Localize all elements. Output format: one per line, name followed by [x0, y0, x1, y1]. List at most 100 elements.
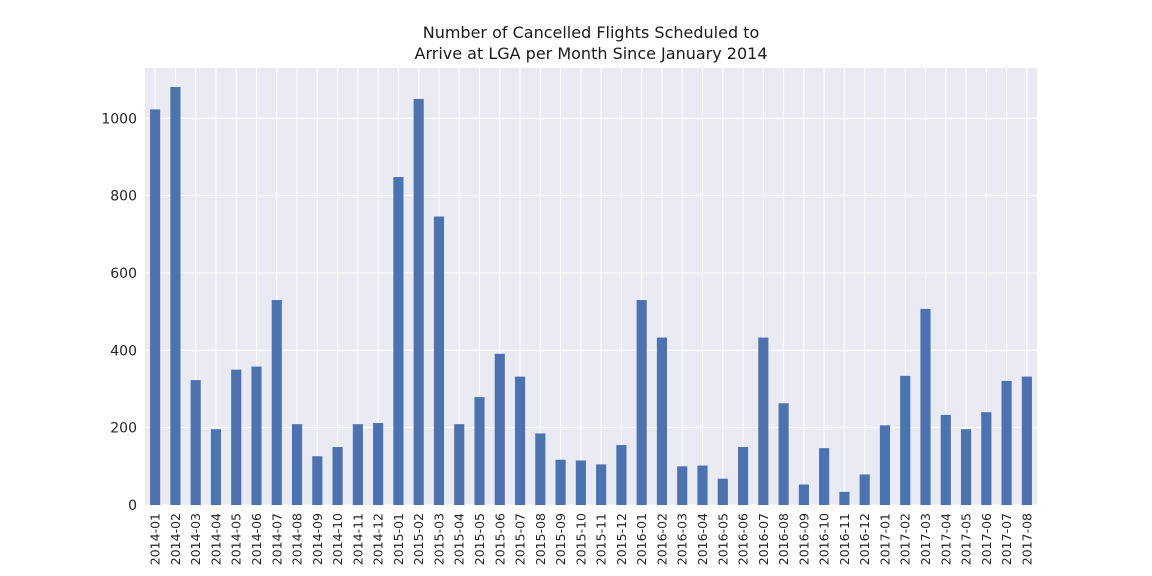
bar-2017-06: [981, 412, 992, 505]
bar-2017-01: [879, 425, 891, 505]
x-tick-label: 2014-10: [330, 513, 345, 565]
bar-2015-04: [454, 424, 465, 505]
x-tick-label: 2015-02: [411, 513, 426, 565]
bar-2015-07: [514, 376, 526, 505]
x-tick-label: 2016-09: [796, 513, 811, 565]
x-tick-label: 2014-01: [148, 513, 163, 565]
chart-title-line-2: Arrive at LGA per Month Since January 20…: [414, 44, 768, 63]
bar-2015-03: [433, 216, 445, 505]
bar-2014-05: [231, 369, 242, 505]
bars: [150, 86, 1032, 506]
bar-2016-05: [717, 478, 728, 505]
bar-2016-07: [758, 337, 769, 505]
bar-2014-04: [210, 429, 222, 505]
bar-2016-03: [677, 466, 688, 505]
bar-2015-06: [494, 353, 505, 505]
x-tick-label: 2015-12: [614, 513, 629, 565]
x-tick-label: 2016-10: [817, 513, 832, 565]
x-tick-label: 2017-03: [918, 513, 933, 565]
bar-2014-06: [251, 366, 262, 505]
x-tick-label: 2015-01: [391, 513, 406, 565]
bar-2017-08: [1021, 376, 1032, 505]
bar-2016-08: [778, 403, 789, 505]
x-tick-label: 2017-08: [1019, 513, 1034, 565]
x-tick-label: 2016-04: [695, 513, 710, 565]
x-tick-label: 2015-04: [452, 513, 467, 565]
bar-2015-12: [616, 445, 627, 505]
x-tick-label: 2015-05: [472, 513, 487, 565]
x-tick-label: 2017-06: [979, 513, 994, 565]
x-tick-label: 2014-12: [371, 513, 386, 565]
bar-2015-01: [393, 177, 404, 505]
x-tick-label: 2015-11: [594, 513, 609, 565]
x-tick-label: 2016-12: [857, 513, 872, 565]
x-tick-label: 2016-01: [634, 513, 649, 565]
x-tick-label: 2016-02: [654, 513, 669, 565]
y-tick-label: 400: [110, 343, 137, 359]
x-tick-label: 2015-09: [553, 513, 568, 565]
y-tick-label: 1000: [101, 111, 137, 127]
x-tick-label: 2016-03: [675, 513, 690, 565]
bar-2015-02: [413, 98, 424, 505]
bar-2017-03: [920, 308, 931, 505]
bar-2017-07: [1001, 380, 1012, 505]
x-axis-ticks: 2014-01 2014-02 2014-03 2014-04 2014-05 2014-…: [148, 513, 1035, 565]
x-tick-label: 2015-10: [573, 513, 588, 565]
bar-2015-09: [555, 459, 566, 505]
x-tick-label: 2017-01: [877, 513, 892, 565]
y-tick-label: 200: [110, 421, 137, 437]
bar-2016-12: [859, 474, 870, 505]
x-tick-label: 2014-04: [208, 513, 223, 565]
bar-2016-04: [697, 465, 708, 505]
x-tick-label: 2014-02: [168, 513, 183, 565]
x-tick-label: 2014-11: [350, 513, 365, 565]
x-tick-label: 2015-08: [533, 513, 548, 565]
x-tick-label: 2017-02: [898, 513, 913, 565]
x-tick-label: 2016-05: [715, 513, 730, 565]
x-tick-label: 2014-08: [290, 513, 305, 565]
y-tick-label: 0: [128, 498, 137, 514]
chart-title: Number of Cancelled Flights Scheduled to…: [145, 22, 1037, 64]
y-axis-ticks: 0 200 400 600 800 1000: [101, 111, 137, 514]
bar-2015-11: [596, 464, 607, 505]
y-tick-label: 800: [110, 189, 137, 205]
x-tick-label: 2015-03: [431, 513, 446, 565]
x-tick-label: 2014-09: [310, 513, 325, 565]
x-tick-label: 2016-06: [736, 513, 751, 565]
x-tick-label: 2014-05: [229, 513, 244, 565]
chart-title-line-1: Number of Cancelled Flights Scheduled to: [422, 23, 760, 42]
x-tick-label: 2017-04: [938, 513, 953, 565]
bar-2017-04: [940, 414, 951, 505]
bar-2017-05: [960, 429, 972, 505]
bar-2014-01: [150, 109, 161, 506]
bar-2014-07: [271, 300, 282, 505]
y-tick-label: 600: [110, 266, 137, 282]
bar-2014-02: [170, 86, 181, 505]
bar-2016-10: [819, 448, 830, 505]
x-tick-label: 2016-07: [756, 513, 771, 565]
bar-2015-05: [474, 397, 485, 505]
bar-2016-06: [737, 446, 749, 505]
x-tick-label: 2016-08: [776, 513, 791, 565]
bar-2014-09: [312, 456, 323, 505]
x-tick-label: 2015-07: [513, 513, 528, 565]
bar-2014-10: [332, 446, 343, 505]
x-tick-label: 2017-07: [999, 513, 1014, 565]
bar-2015-08: [535, 433, 546, 505]
bar-2014-11: [352, 424, 363, 505]
bar-2016-01: [636, 300, 647, 505]
x-tick-label: 2016-11: [837, 513, 852, 565]
x-tick-label: 2014-07: [269, 513, 284, 565]
bar-2016-02: [656, 337, 668, 505]
bar-2016-11: [839, 491, 850, 505]
bar-2017-02: [900, 375, 911, 505]
x-tick-label: 2015-06: [492, 513, 507, 565]
x-tick-label: 2014-06: [249, 513, 264, 565]
x-tick-label: 2017-05: [959, 513, 974, 565]
bar-2014-08: [291, 424, 303, 505]
bar-2015-10: [575, 460, 586, 505]
x-tick-label: 2014-03: [188, 513, 203, 565]
bar-2014-12: [373, 423, 384, 505]
bar-2014-03: [190, 380, 201, 505]
